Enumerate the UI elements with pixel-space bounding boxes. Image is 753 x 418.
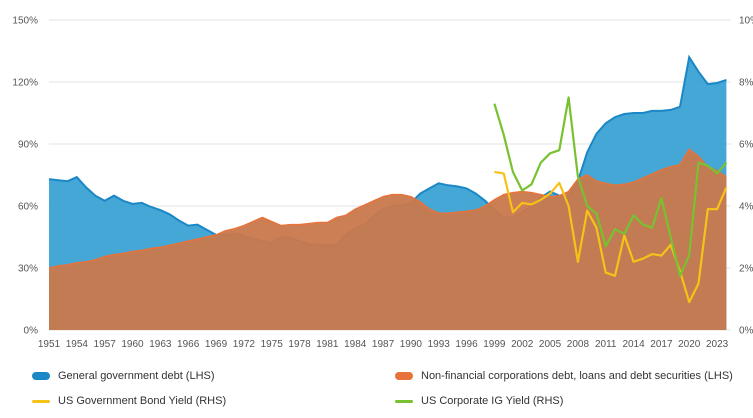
y-right-tick-label: 4% [739, 202, 753, 213]
y-left-tick-label: 90% [18, 140, 38, 151]
y-right-tick-label: 10% [739, 16, 753, 27]
x-tick-label: 1987 [372, 339, 395, 350]
x-tick-label: 2023 [706, 339, 729, 350]
x-tick-label: 1954 [66, 339, 89, 350]
line-series [493, 96, 728, 304]
x-tick-label: 1984 [344, 339, 367, 350]
x-tick-label: 1966 [177, 339, 200, 350]
legend-item-gov-debt: General government debt (LHS) [32, 370, 215, 382]
x-tick-label: 1969 [205, 339, 228, 350]
y-left-tick-label: 150% [12, 16, 38, 27]
x-tick-label: 1957 [94, 339, 117, 350]
x-tick-label: 2005 [539, 339, 562, 350]
y-right-tick-label: 8% [739, 78, 753, 89]
y-left-tick-label: 120% [12, 78, 38, 89]
x-tick-label: 1996 [455, 339, 478, 350]
x-axis: 1951 1954 1957 1960 1963 1966 1969 1972 1975 1978… [38, 339, 729, 350]
y-right-tick-label: 0% [739, 326, 753, 337]
x-tick-label: 2008 [567, 339, 590, 350]
x-tick-label: 1981 [316, 339, 339, 350]
legend-item-gov-bond: US Government Bond Yield (RHS) [32, 395, 226, 407]
x-tick-label: 1999 [483, 339, 506, 350]
y-axis-right: 0% 2% 4% 6% 8% 10% [739, 16, 753, 337]
legend-item-corp-ig: US Corporate IG Yield (RHS) [395, 395, 563, 407]
legend-swatch-gov-debt [32, 372, 50, 380]
x-tick-label: 1963 [149, 339, 172, 350]
series-corp-debt-edge [48, 148, 727, 269]
x-tick-label: 1993 [428, 339, 451, 350]
legend-label: US Government Bond Yield (RHS) [58, 395, 227, 407]
legend-label: General government debt (LHS) [58, 370, 215, 382]
legend: General government debt (LHS) Non-financ… [0, 360, 753, 418]
x-tick-label: 2002 [511, 339, 534, 350]
x-tick-label: 2011 [595, 339, 617, 350]
x-tick-label: 1972 [233, 339, 256, 350]
x-tick-label: 1960 [121, 339, 144, 350]
y-axis-left: 0% 30% 60% 90% 120% 150% [12, 16, 38, 337]
y-left-tick-label: 30% [18, 264, 38, 275]
x-tick-label: 2017 [650, 339, 673, 350]
x-tick-label: 1951 [38, 339, 61, 350]
legend-label: Non-financial corporations debt, loans a… [421, 370, 733, 382]
x-tick-label: 2020 [678, 339, 701, 350]
legend-item-corp-debt: Non-financial corporations debt, loans a… [395, 370, 733, 382]
series-us-gov-bond-line [494, 170, 728, 304]
x-tick-label: 1978 [288, 339, 311, 350]
x-tick-label: 1975 [261, 339, 284, 350]
legend-swatch-corp-ig [395, 399, 413, 403]
area-series [48, 54, 727, 330]
x-tick-label: 2014 [622, 339, 645, 350]
y-right-tick-label: 2% [739, 264, 753, 275]
y-left-tick-label: 0% [24, 326, 39, 337]
y-right-tick-label: 6% [739, 140, 753, 151]
legend-swatch-corp-debt [395, 372, 413, 380]
y-left-tick-label: 60% [18, 202, 38, 213]
legend-swatch-gov-bond [32, 399, 50, 403]
series-us-corp-ig-line [493, 96, 728, 277]
legend-label: US Corporate IG Yield (RHS) [421, 395, 564, 407]
x-tick-label: 1990 [400, 339, 423, 350]
series-corp-debt-area [49, 149, 727, 330]
debt-yield-chart: 0%30%60%90%120%150% 0%2%4%6%8%10% 195119… [12, 16, 753, 351]
